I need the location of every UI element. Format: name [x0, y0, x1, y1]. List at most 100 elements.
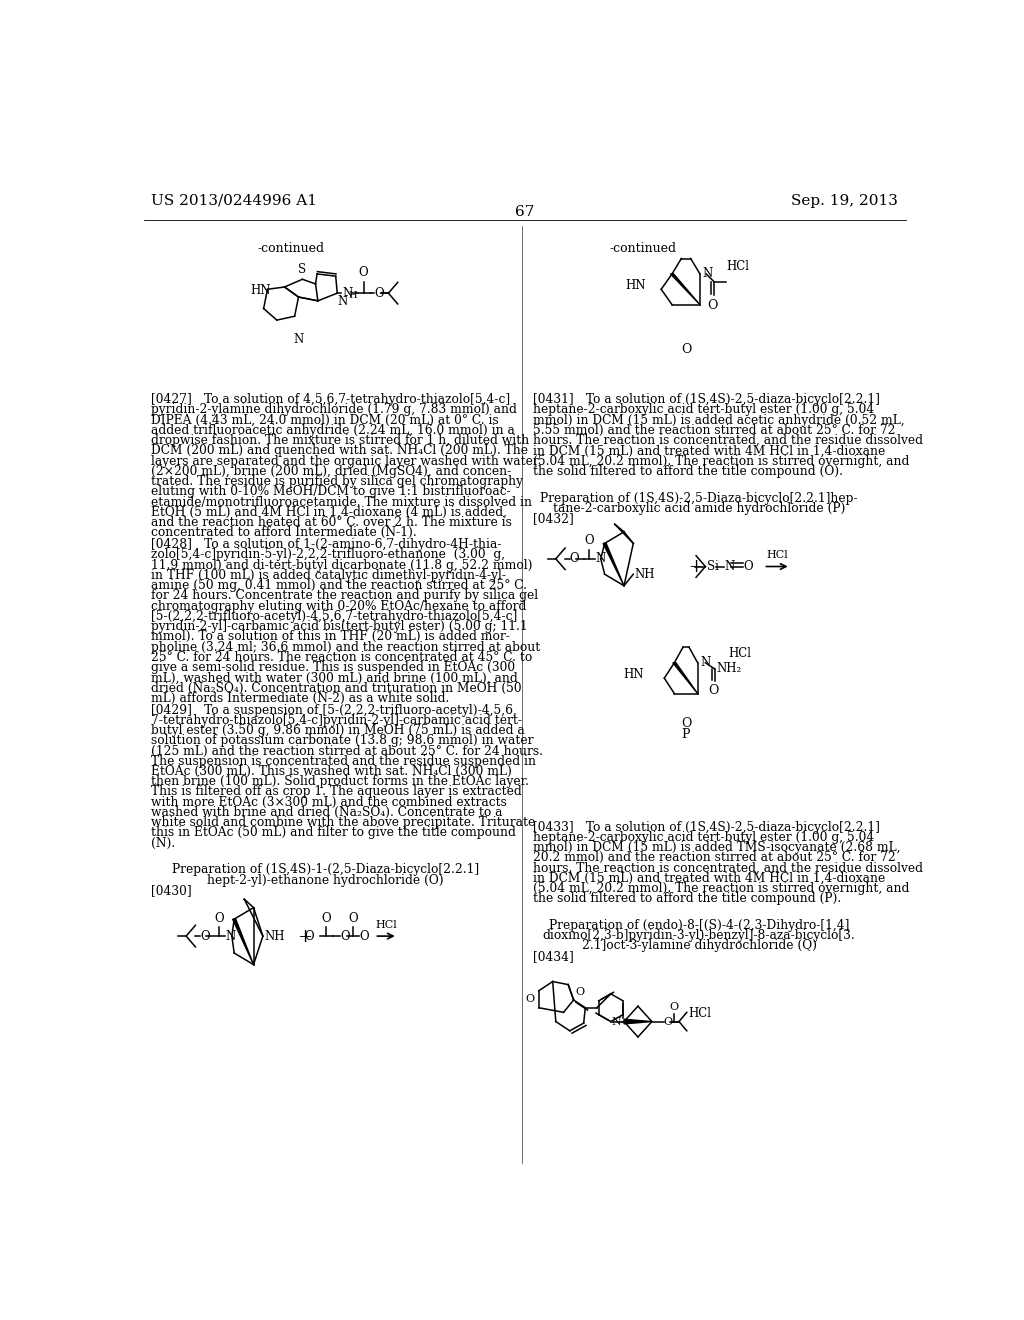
Text: concentrated to afford Intermediate (N-1).: concentrated to afford Intermediate (N-1… [152, 527, 417, 540]
Text: pyridin-2-yl]-carbamic acid bis(tert-butyl ester) (5.00 g; 11.1: pyridin-2-yl]-carbamic acid bis(tert-but… [152, 620, 528, 634]
Text: hours. The reaction is concentrated, and the residue dissolved: hours. The reaction is concentrated, and… [532, 434, 923, 447]
Polygon shape [603, 544, 624, 586]
Text: O: O [322, 912, 331, 924]
Text: etamide/monotrifluoroacetamide. The mixture is dissolved in: etamide/monotrifluoroacetamide. The mixt… [152, 496, 532, 508]
Text: H: H [349, 290, 357, 300]
Text: layers are separated and the organic layer washed with water: layers are separated and the organic lay… [152, 454, 539, 467]
Text: this in EtOAc (50 mL) and filter to give the title compound: this in EtOAc (50 mL) and filter to give… [152, 826, 516, 840]
Text: heptane-2-carboxylic acid tert-butyl ester (1.00 g, 5.04: heptane-2-carboxylic acid tert-butyl est… [532, 830, 873, 843]
Text: zolo[5,4-c]pyridin-5-yl)-2,2,2-trifluoro-ethanone  (3.00  g,: zolo[5,4-c]pyridin-5-yl)-2,2,2-trifluoro… [152, 548, 506, 561]
Text: in DCM (15 mL) and treated with 4M HCl in 1,4-dioxane: in DCM (15 mL) and treated with 4M HCl i… [532, 871, 885, 884]
Text: EtOAc (300 mL). This is washed with sat. NH₄Cl (300 mL): EtOAc (300 mL). This is washed with sat.… [152, 766, 512, 777]
Text: O: O [743, 560, 753, 573]
Text: 5.55 mmol) and the reaction stirred at about 25° C. for 72: 5.55 mmol) and the reaction stirred at a… [532, 424, 895, 437]
Text: (2×200 mL), brine (200 mL), dried (MgSO4), and concen-: (2×200 mL), brine (200 mL), dried (MgSO4… [152, 465, 512, 478]
Text: eluting with 0-10% MeOH/DCM to give 1:1 bistrifluoroac-: eluting with 0-10% MeOH/DCM to give 1:1 … [152, 486, 511, 499]
Text: [0428] To a solution of 1-(2-amino-6,7-dihydro-4H-thia-: [0428] To a solution of 1-(2-amino-6,7-d… [152, 539, 502, 552]
Text: O: O [681, 717, 691, 730]
Text: O: O [681, 343, 691, 356]
Text: O: O [304, 929, 314, 942]
Text: in THF (100 mL) is added catalytic dimethyl-pyridin-4-yl-: in THF (100 mL) is added catalytic dimet… [152, 569, 506, 582]
Text: DCM (200 mL) and quenched with sat. NH₄Cl (200 mL). The: DCM (200 mL) and quenched with sat. NH₄C… [152, 445, 528, 458]
Text: in DCM (15 mL) and treated with 4M HCl in 1,4-dioxane: in DCM (15 mL) and treated with 4M HCl i… [532, 445, 885, 458]
Text: S: S [298, 263, 306, 276]
Text: 7-tetrahydro-thiazolo[5,4-c]pyridin-2-yl]-carbamic acid tert-: 7-tetrahydro-thiazolo[5,4-c]pyridin-2-yl… [152, 714, 522, 727]
Text: white solid and combine with the above precipitate. Triturate: white solid and combine with the above p… [152, 816, 536, 829]
Text: and the reaction heated at 60° C. over 2 h. The mixture is: and the reaction heated at 60° C. over 2… [152, 516, 512, 529]
Text: [0434]: [0434] [532, 949, 573, 962]
Text: N: N [700, 656, 711, 669]
Text: pyridin-2-ylamine dihydrochloride (1.79 g, 7.83 mmol) and: pyridin-2-ylamine dihydrochloride (1.79 … [152, 404, 517, 417]
Text: +: + [297, 928, 312, 946]
Text: O: O [664, 1016, 673, 1027]
Text: O: O [348, 912, 357, 924]
Text: 2.1]oct-3-ylamine dihydrochloride (Q): 2.1]oct-3-ylamine dihydrochloride (Q) [582, 940, 817, 953]
Text: Si: Si [707, 560, 719, 573]
Text: [0431] To a solution of (1S,4S)-2,5-diaza-bicyclo[2.2.1]: [0431] To a solution of (1S,4S)-2,5-diaz… [532, 393, 880, 407]
Text: solution of potassium carbonate (13.8 g; 98.6 mmol) in water: solution of potassium carbonate (13.8 g;… [152, 734, 534, 747]
Text: 11.9 mmol) and di-tert-butyl dicarbonate (11.8 g, 52.2 mmol): 11.9 mmol) and di-tert-butyl dicarbonate… [152, 558, 532, 572]
Text: HCl: HCl [688, 1007, 712, 1020]
Text: then brine (100 mL). Solid product forms in the EtOAc layer.: then brine (100 mL). Solid product forms… [152, 775, 529, 788]
Text: O: O [200, 929, 210, 942]
Text: amine (50 mg, 0.41 mmol) and the reaction stirred at 25° C.: amine (50 mg, 0.41 mmol) and the reactio… [152, 579, 527, 593]
Text: NH: NH [635, 568, 655, 581]
Text: N: N [225, 929, 236, 942]
Text: O: O [358, 267, 369, 280]
Text: HN: HN [626, 279, 646, 292]
Text: Preparation of (1S,4S)-2,5-Diaza-bicyclo[2.2.1]hep-: Preparation of (1S,4S)-2,5-Diaza-bicyclo… [541, 491, 858, 504]
Text: N: N [293, 333, 304, 346]
Text: hours. The reaction is concentrated, and the residue dissolved: hours. The reaction is concentrated, and… [532, 862, 923, 875]
Text: +: + [688, 558, 703, 577]
Text: [0433] To a solution of (1S,4S)-2,5-diaza-bicyclo[2.2.1]: [0433] To a solution of (1S,4S)-2,5-diaz… [532, 821, 880, 834]
Text: (N).: (N). [152, 837, 175, 850]
Text: HCl: HCl [729, 647, 752, 660]
Text: HCl: HCl [726, 260, 750, 273]
Text: O: O [359, 929, 370, 942]
Text: O: O [708, 684, 718, 697]
Text: EtOH (5 mL) and 4M HCl in 1,4-dioxane (4 mL) is added,: EtOH (5 mL) and 4M HCl in 1,4-dioxane (4… [152, 506, 507, 519]
Text: heptane-2-carboxylic acid tert-butyl ester (1.00 g, 5.04: heptane-2-carboxylic acid tert-butyl est… [532, 404, 873, 417]
Text: dropwise fashion. The mixture is stirred for 1 h, diluted with: dropwise fashion. The mixture is stirred… [152, 434, 529, 447]
Text: added trifluoroacetic anhydride (2.24 mL, 16.0 mmol) in a: added trifluoroacetic anhydride (2.24 mL… [152, 424, 515, 437]
Text: [0432]: [0432] [532, 512, 573, 525]
Text: -continued: -continued [610, 242, 677, 255]
Text: chromatography eluting with 0-20% EtOAc/hexane to afford: chromatography eluting with 0-20% EtOAc/… [152, 599, 526, 612]
Text: mL), washed with water (300 mL) and brine (100 mL), and: mL), washed with water (300 mL) and brin… [152, 672, 518, 684]
Text: pholine (3.24 ml; 36.6 mmol) and the reaction stirred at about: pholine (3.24 ml; 36.6 mmol) and the rea… [152, 640, 541, 653]
Polygon shape [624, 1019, 652, 1024]
Text: Preparation of (1S,4S)-1-(2,5-Diaza-bicyclo[2.2.1]: Preparation of (1S,4S)-1-(2,5-Diaza-bicy… [172, 863, 479, 876]
Text: O: O [575, 987, 585, 998]
Text: N: N [612, 1016, 622, 1027]
Text: trated. The residue is purified by silica gel chromatography: trated. The residue is purified by silic… [152, 475, 523, 488]
Text: O: O [375, 286, 384, 300]
Text: O: O [569, 552, 580, 565]
Text: the solid filtered to afford the title compound (O).: the solid filtered to afford the title c… [532, 465, 843, 478]
Text: dried (Na₂SO₄). Concentration and trituration in MeOH (50: dried (Na₂SO₄). Concentration and tritur… [152, 681, 522, 694]
Text: O: O [670, 1002, 679, 1011]
Text: washed with brine and dried (Na₂SO₄). Concentrate to a: washed with brine and dried (Na₂SO₄). Co… [152, 807, 503, 818]
Text: Sep. 19, 2013: Sep. 19, 2013 [792, 194, 898, 207]
Text: 67: 67 [515, 205, 535, 219]
Text: N: N [337, 296, 347, 309]
Text: mL) affords Intermediate (N-2) as a white solid.: mL) affords Intermediate (N-2) as a whit… [152, 692, 450, 705]
Text: (5.04 mL, 20.2 mmol). The reaction is stirred overnight, and: (5.04 mL, 20.2 mmol). The reaction is st… [532, 882, 909, 895]
Polygon shape [671, 275, 700, 305]
Text: hept-2-yl)-ethanone hydrochloride (O): hept-2-yl)-ethanone hydrochloride (O) [207, 874, 444, 887]
Text: N: N [725, 560, 735, 573]
Text: HCl: HCl [766, 550, 787, 560]
Text: give a semi-solid residue. This is suspended in EtOAc (300: give a semi-solid residue. This is suspe… [152, 661, 515, 675]
Text: butyl ester (3.50 g, 9.86 mmol) in MeOH (75 mL) is added a: butyl ester (3.50 g, 9.86 mmol) in MeOH … [152, 725, 525, 737]
Text: [0427] To a solution of 4,5,6,7-tetrahydro-thiazolo[5,4-c]: [0427] To a solution of 4,5,6,7-tetrahyd… [152, 393, 510, 407]
Text: [0430]: [0430] [152, 884, 191, 898]
Text: with more EtOAc (3×300 mL) and the combined extracts: with more EtOAc (3×300 mL) and the combi… [152, 796, 507, 809]
Text: 20.2 mmol) and the reaction stirred at about 25° C. for 72: 20.2 mmol) and the reaction stirred at a… [532, 851, 895, 865]
Text: mmol). To a solution of this in THF (20 mL) is added mor-: mmol). To a solution of this in THF (20 … [152, 631, 510, 643]
Text: Preparation of (endo)-8-[(S)-4-(2,3-Dihydro-[1,4]: Preparation of (endo)-8-[(S)-4-(2,3-Dihy… [549, 919, 849, 932]
Text: O: O [708, 298, 718, 312]
Text: dioxino[2,3-b]pyridin-3-yl)-benzyl]-8-aza-bicyclo[3.: dioxino[2,3-b]pyridin-3-yl)-benzyl]-8-az… [543, 929, 855, 942]
Text: mmol) in DCM (15 mL) is added acetic anhydride (0.52 mL,: mmol) in DCM (15 mL) is added acetic anh… [532, 413, 904, 426]
Text: This is filtered off as crop 1. The aqueous layer is extracted: This is filtered off as crop 1. The aque… [152, 785, 522, 799]
Text: [0429] To a suspension of [5-(2,2,2-trifluoro-acetyl)-4,5,6,: [0429] To a suspension of [5-(2,2,2-trif… [152, 704, 517, 717]
Text: DIPEA (4.43 mL, 24.0 mmol) in DCM (20 mL) at 0° C. is: DIPEA (4.43 mL, 24.0 mmol) in DCM (20 mL… [152, 413, 499, 426]
